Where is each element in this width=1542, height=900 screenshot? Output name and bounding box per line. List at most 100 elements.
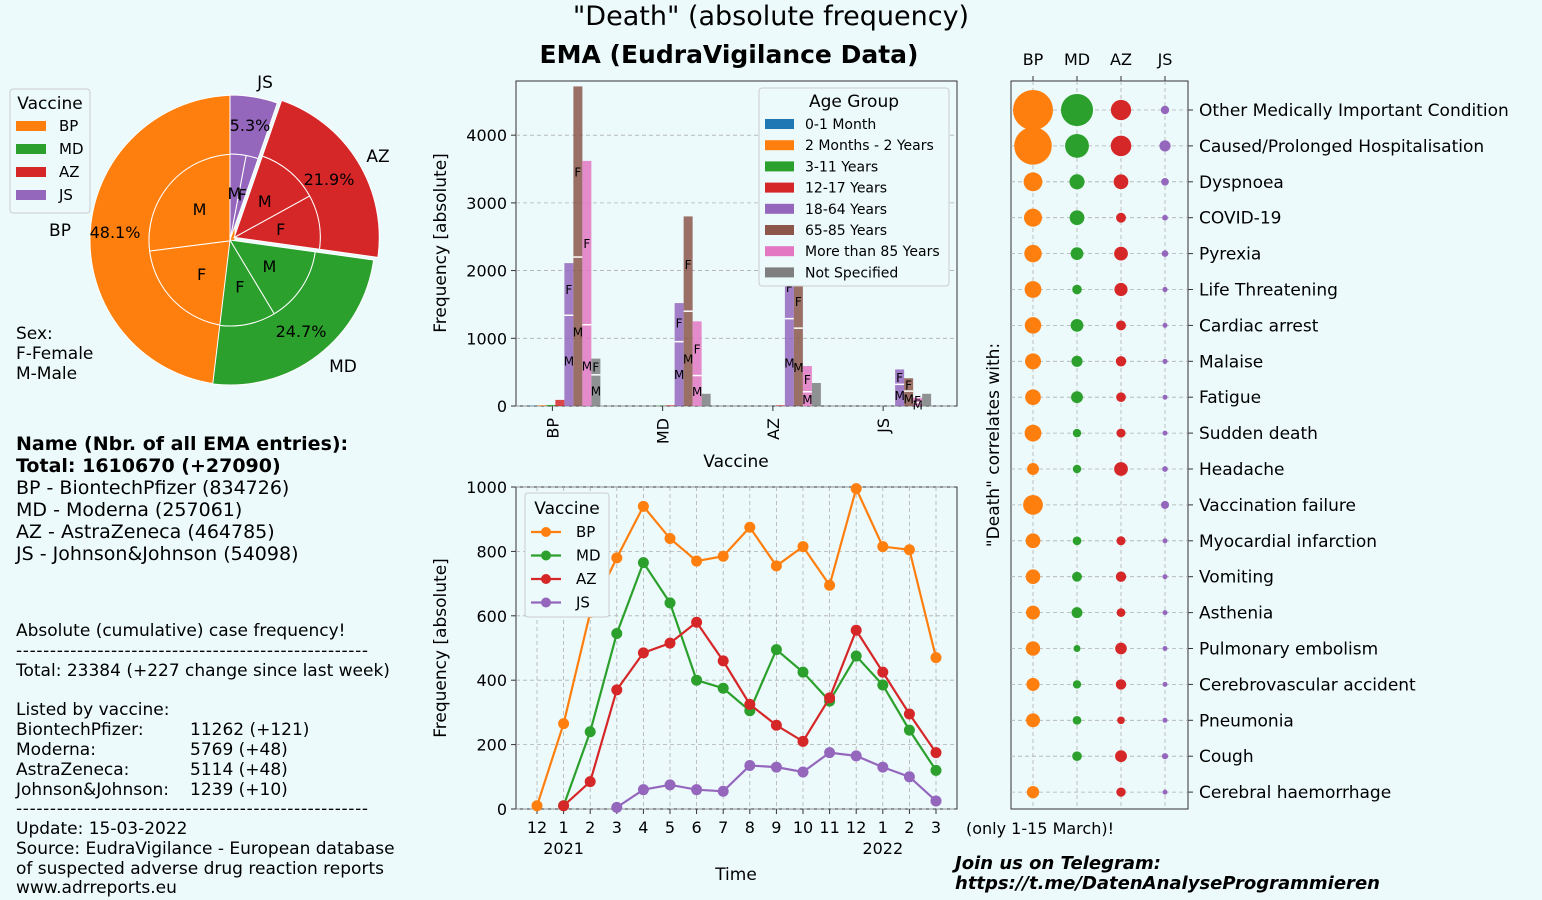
line-point-md [797, 666, 809, 678]
bubble-js [1162, 466, 1168, 472]
bubble-bp [1025, 569, 1041, 584]
line-point-az [584, 776, 596, 788]
bubble-js [1162, 394, 1168, 400]
pie-legend-label-md: MD [59, 140, 84, 158]
line-point-bp [691, 555, 703, 567]
bubble-condition-label: Asthenia [1199, 604, 1273, 624]
line-year-label: 2022 [862, 839, 903, 858]
line-point-js [744, 760, 756, 772]
line-xlabel: Time [714, 865, 757, 885]
bubble-az [1115, 750, 1127, 763]
pie-slice-group-bp: MF [89, 94, 236, 385]
line-legend: Vaccine BP MD AZ JS [524, 492, 610, 618]
bar-legend-label: 2 Months - 2 Years [805, 138, 934, 154]
bar-sex-label: M [692, 385, 702, 399]
line-point-az [717, 655, 729, 667]
sex-label: Sex: [16, 324, 53, 344]
source-line-1: Source: EudraVigilance - European databa… [16, 839, 395, 859]
bar-legend-label: More than 85 Years [805, 244, 940, 260]
bubble-js [1161, 177, 1169, 186]
cumulative-label: Absolute (cumulative) case frequency! [16, 621, 345, 641]
bubble-md [1072, 571, 1082, 582]
source-line-3: www.adrreports.eu [16, 878, 177, 898]
source-line-2: of suspected adverse drug reaction repor… [16, 859, 384, 879]
bar-legend-label: 65-85 Years [805, 223, 887, 239]
bar-sex-label: F [786, 281, 793, 295]
line-point-js [691, 784, 703, 796]
bubble-condition-label: Cerebrovascular accident [1199, 675, 1416, 695]
bubble-condition-label: Vomiting [1199, 568, 1274, 588]
separator-1: ----------------------------------------… [16, 641, 368, 661]
pie-inner-az-m [233, 155, 311, 239]
line-ylabel: Frequency [absolute] [431, 558, 451, 738]
bubble-md [1072, 715, 1082, 725]
line-ytick-label: 1000 [466, 478, 507, 497]
bar-legend-label: 3-11 Years [805, 159, 878, 175]
line-year-label: 2021 [543, 839, 584, 858]
listed-az-name: AstraZeneca: [16, 760, 129, 780]
bubble-az [1116, 428, 1126, 438]
line-point-md [877, 679, 889, 691]
bubble-bp [1024, 244, 1042, 263]
line-point-az [744, 698, 756, 710]
bubble-az [1110, 99, 1132, 121]
bubble-bp [1025, 641, 1041, 656]
bubble-az [1115, 571, 1127, 582]
bubble-js [1162, 322, 1168, 328]
line-point-az [770, 719, 782, 731]
line-point-js [930, 795, 942, 807]
bubble-js [1162, 789, 1168, 795]
bubble-bp [1024, 281, 1042, 298]
bar-sex-label: M [683, 353, 693, 367]
bar-legend-swatch [765, 225, 794, 235]
telegram-link[interactable]: https://t.me/DatenAnalyseProgrammieren [955, 873, 1380, 894]
bubble-bp [1026, 785, 1040, 799]
listed-js-name: Johnson&Johnson: [15, 780, 169, 800]
bar-az-5 [793, 273, 803, 406]
bar-az-7 [811, 382, 821, 406]
bar-legend-swatch [765, 267, 794, 278]
bubble-bp [1013, 90, 1053, 130]
pie-inner-label: F [276, 220, 285, 239]
line-point-js [824, 747, 836, 759]
bubble-condition-label: Caused/Prolonged Hospitalisation [1199, 137, 1484, 157]
bubble-xtick-label: BP [1023, 50, 1044, 69]
bar-legend-label: Not Specified [805, 265, 898, 281]
bubble-bp [1023, 495, 1043, 515]
pie-legend-label-az: AZ [59, 163, 80, 181]
bubble-plot-area [1010, 80, 1189, 810]
line-legend-label: AZ [576, 570, 597, 588]
line-xtick-label: 12 [846, 818, 866, 837]
line-ytick-label: 400 [476, 671, 507, 690]
pie-inner-js-m [229, 153, 247, 241]
bubble-xtick-label: MD [1064, 50, 1090, 69]
bar-az-6 [802, 366, 812, 406]
line-ytick-label: 200 [476, 736, 507, 755]
bubble-js [1162, 646, 1168, 651]
bubble-condition-label: Headache [1199, 460, 1284, 480]
bar-legend-swatch [765, 246, 794, 257]
line-point-bp [531, 800, 543, 812]
line-point-md [903, 724, 915, 736]
bar-bp-3 [555, 399, 565, 406]
line-ytick-label: 800 [476, 542, 507, 561]
line-point-bp [930, 652, 942, 664]
bar-md-4 [674, 303, 684, 406]
bar-ytick-label: 0 [497, 397, 507, 416]
bar-sex-label: F [804, 373, 811, 387]
bar-sex-label: F [583, 237, 590, 251]
bubble-az [1116, 212, 1126, 223]
line-ytick-label: 600 [476, 607, 507, 626]
line-point-az [930, 747, 942, 759]
bubble-md [1071, 391, 1083, 404]
bubble-az [1115, 642, 1127, 655]
bubble-md [1060, 93, 1094, 127]
bar-sex-label: M [582, 359, 592, 373]
line-point-md [717, 682, 729, 694]
vaccine-az-entries: AZ - AstraZeneca (464785) [16, 521, 275, 543]
vaccine-md-entries: MD - Moderna (257061) [16, 499, 242, 521]
bubble-az [1116, 787, 1126, 797]
line-point-js [903, 771, 915, 783]
bar-sex-label: M [894, 389, 904, 403]
